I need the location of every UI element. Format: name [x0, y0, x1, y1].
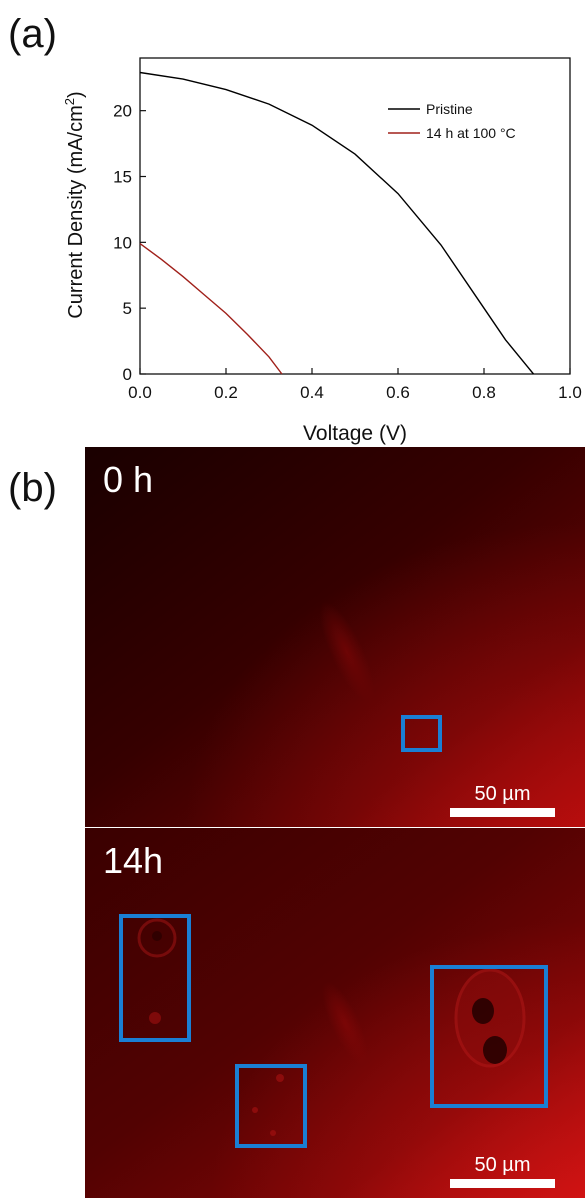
y-tick-label: 20: [113, 102, 132, 121]
legend-label-0: Pristine: [426, 101, 473, 117]
x-axis-label: Voltage (V): [303, 422, 407, 445]
diffuse-streak: [322, 981, 368, 1065]
panel-a-label: (a): [8, 12, 57, 56]
highlight-box: [430, 965, 548, 1108]
y-axis-label-main: Current Density (mA/cm: [65, 105, 87, 318]
scale-bar: 50 µm: [450, 1154, 555, 1188]
y-tick-label: 15: [113, 168, 132, 187]
legend-label-1: 14 h at 100 °C: [426, 125, 516, 141]
scale-bar-label: 50 µm: [474, 1154, 531, 1176]
y-tick-label: 0: [123, 365, 132, 384]
y-tick-label: 10: [113, 233, 132, 252]
x-tick-label: 1.0: [558, 383, 582, 402]
time-label-14h: 14h: [103, 840, 164, 881]
scale-bar-label: 50 µm: [474, 783, 531, 805]
x-tick-label: 0.6: [386, 383, 410, 402]
y-tick-label: 5: [123, 299, 132, 318]
diffuse-streak: [319, 601, 375, 703]
y-axis-label-end: ): [65, 91, 87, 98]
series-lines: [139, 71, 535, 375]
axis-ticks: 0.0 0.2 0.4 0.6 0.8 1.0 0 5 10 15 20: [113, 102, 582, 402]
micrograph-0h: 0 h 50 µm: [85, 447, 585, 827]
scale-bar: 50 µm: [450, 783, 555, 817]
highlight-box: [119, 914, 191, 1042]
x-tick-label: 0.8: [472, 383, 496, 402]
plot-area-border: [139, 57, 571, 375]
x-tick-label: 0.2: [214, 383, 238, 402]
micrograph-14h: 14h 50 µm: [85, 828, 585, 1198]
scale-bar-line: [450, 808, 555, 817]
scale-bar-line: [450, 1179, 555, 1188]
plot-frame: [139, 57, 571, 375]
x-tick-label: 0.0: [128, 383, 152, 402]
series-line-1: [139, 243, 283, 375]
legend: Pristine 14 h at 100 °C: [388, 101, 516, 141]
highlight-box: [401, 715, 442, 752]
y-axis-label: Current Density (mA/cm2): [62, 91, 87, 318]
time-label-0h: 0 h: [103, 459, 154, 500]
x-tick-label: 0.4: [300, 383, 324, 402]
series-line-0: [139, 71, 535, 375]
panel-b-label: (b): [8, 466, 57, 510]
jv-chart: 0.0 0.2 0.4 0.6 0.8 1.0 0 5 10 15 20 Pristine 14 h …: [62, 57, 582, 445]
highlight-box: [235, 1064, 307, 1148]
y-axis-label-sup: 2: [62, 98, 77, 105]
